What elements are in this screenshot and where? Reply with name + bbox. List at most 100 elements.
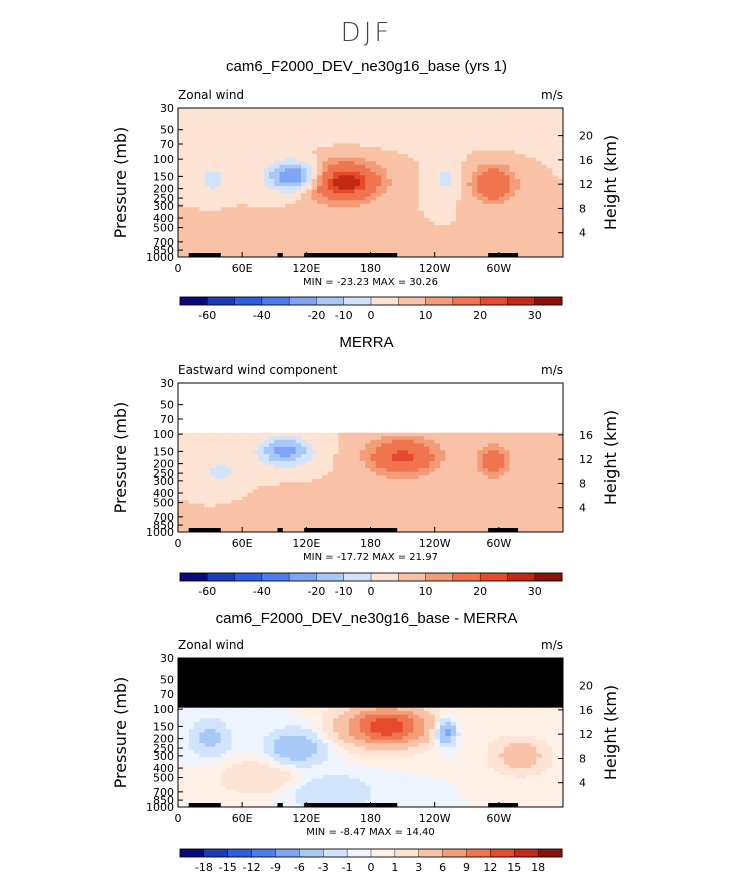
field-cell — [284, 228, 291, 233]
field-cell — [258, 468, 264, 473]
field-cell — [466, 414, 473, 419]
field-cell — [258, 228, 264, 233]
field-cell — [306, 464, 313, 469]
field-cell — [306, 471, 313, 476]
field-cell — [456, 468, 462, 473]
field-cell — [338, 203, 345, 208]
field-cell — [183, 246, 190, 251]
field-cell — [236, 429, 243, 434]
field-cell — [514, 446, 521, 451]
field-cell — [178, 475, 184, 480]
field-cell — [236, 235, 243, 240]
field-cell — [434, 122, 441, 127]
field-cell — [509, 182, 516, 187]
field-cell — [482, 143, 489, 148]
field-cell — [402, 157, 409, 162]
field-cell — [546, 115, 553, 120]
field-cell — [423, 446, 430, 451]
field-cell — [381, 232, 387, 237]
field-cell — [498, 186, 505, 190]
field-cell — [194, 475, 200, 480]
field-cell — [429, 414, 436, 419]
field-cell — [477, 429, 484, 434]
field-cell — [493, 157, 500, 162]
field-cell — [290, 464, 297, 469]
field-cell — [215, 161, 222, 166]
field-cell — [247, 239, 254, 244]
field-cell — [525, 404, 532, 409]
field-cell — [204, 150, 211, 155]
field-cell — [226, 235, 232, 240]
field-cell — [327, 453, 334, 458]
field-cell — [188, 175, 195, 180]
field-cell — [194, 210, 200, 215]
field-cell — [194, 196, 200, 201]
field-cell — [322, 150, 329, 155]
field-cell — [199, 390, 206, 395]
field-cell — [306, 154, 313, 159]
field-cell — [477, 154, 484, 159]
field-cell — [226, 118, 232, 123]
field-cell — [226, 196, 232, 201]
field-cell — [450, 232, 457, 237]
field-cell — [300, 164, 307, 169]
field-cell — [536, 189, 543, 194]
field-cell — [461, 225, 468, 230]
field-cell — [456, 129, 462, 134]
field-cell — [541, 221, 548, 226]
field-cell — [188, 475, 195, 480]
field-cell — [397, 189, 403, 194]
field-cell — [333, 390, 339, 395]
field-cell — [407, 443, 414, 448]
field-cell — [530, 239, 537, 244]
field-cell — [493, 168, 500, 173]
field-cell — [407, 111, 414, 116]
field-cell — [183, 446, 190, 451]
field-cell — [413, 386, 420, 391]
field-cell — [509, 217, 516, 222]
field-cell — [247, 446, 254, 451]
field-cell — [199, 232, 206, 237]
field-cell — [413, 436, 420, 441]
field-cell — [530, 468, 537, 473]
field-cell — [338, 207, 345, 212]
field-cell — [178, 111, 184, 116]
field-cell — [482, 217, 489, 222]
field-cell — [204, 186, 211, 190]
field-cell — [557, 253, 564, 258]
field-cell — [541, 196, 548, 201]
field-cell — [520, 414, 526, 419]
field-cell — [178, 210, 184, 215]
field-cell — [252, 461, 259, 465]
field-cell — [429, 115, 436, 120]
field-cell — [391, 450, 398, 455]
field-cell — [199, 150, 206, 155]
field-cell — [231, 404, 238, 409]
field-cell — [199, 122, 206, 127]
lon-tick-label: 60E — [232, 262, 253, 275]
field-cell — [226, 171, 232, 176]
field-cell — [461, 235, 468, 240]
field-cell — [338, 210, 345, 215]
field-cell — [354, 217, 361, 222]
field-cell — [199, 196, 206, 201]
field-cell — [498, 189, 505, 194]
field-cell — [295, 404, 302, 409]
field-cell — [311, 150, 318, 155]
field-cell — [482, 139, 489, 144]
field-cell — [317, 400, 323, 405]
field-cell — [284, 411, 291, 416]
field-cell — [482, 175, 489, 180]
field-cell — [252, 464, 259, 469]
field-cell — [183, 186, 190, 190]
field-cell — [349, 182, 355, 187]
field-cell — [429, 418, 436, 423]
field-cell — [274, 383, 280, 387]
field-cell — [450, 139, 457, 144]
field-cell — [450, 386, 457, 391]
field-cell — [231, 143, 238, 148]
field-cell — [509, 242, 516, 247]
field-cell — [552, 461, 559, 465]
field-cell — [488, 129, 494, 134]
field-cell — [252, 443, 259, 448]
